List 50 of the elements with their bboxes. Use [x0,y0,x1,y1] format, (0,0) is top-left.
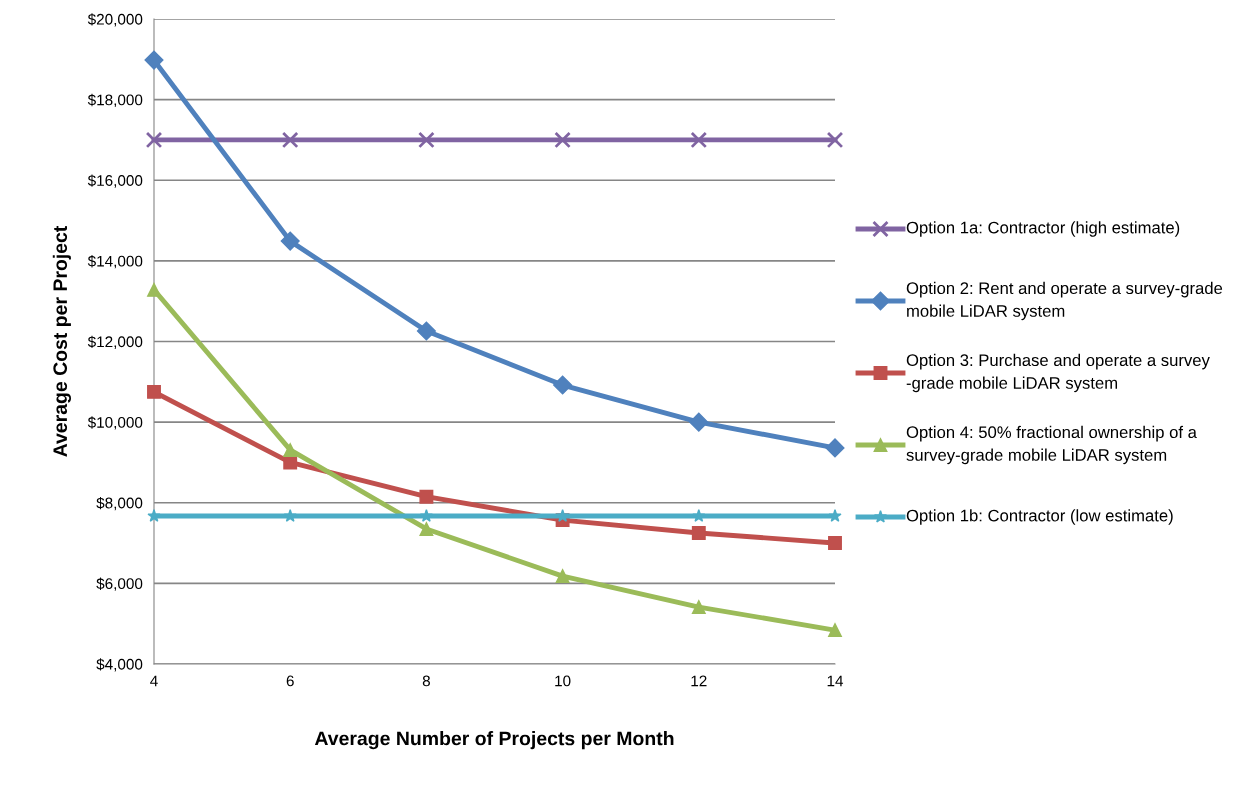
y-tick-label: $14,000 [87,255,143,269]
x-tick-label: 14 [827,675,844,687]
x-tick-label: 4 [150,675,158,687]
point [145,131,163,149]
x-tick-label: 10 [555,675,571,687]
point [691,526,706,540]
legend-label: Option 1b: Contractor (low estimate) [906,509,1173,525]
point [828,536,842,551]
point [281,131,299,149]
point [692,509,706,522]
point [147,384,161,399]
y-axis-title: Average Cost per Project [52,225,71,457]
x-axis-title: Average Number of Projects per Month [314,731,674,750]
y-tick-label: $16,000 [87,174,143,188]
legend-label: Option 2: Rent and operate a survey-grade mobile LiDAR system [906,281,1223,321]
y-tick-label: $8,000 [96,496,143,511]
y-tick-label: $18,000 [87,93,143,108]
point [691,600,706,615]
point [416,321,436,341]
x-tick-label: 8 [422,675,430,687]
point [553,375,573,395]
point [418,131,435,149]
legend-label: Option 1a: Contractor (high estimate) [906,221,1180,237]
point [280,231,300,251]
point [554,131,571,149]
point [419,489,434,504]
y-tick-label: $6,000 [96,577,143,591]
point [828,623,842,638]
legend-label: Option 3: Purchase and operate a survey -grade mobile LiDAR system [906,353,1210,393]
point [283,442,298,457]
legend-label: Option 4: 50% fractional ownership of a survey-grade mobile LiDAR system [906,425,1197,465]
point [825,438,845,458]
point [419,522,434,536]
point [144,50,164,70]
point [283,509,297,522]
point [147,282,161,297]
y-tick-label: $20,000 [87,13,143,27]
point [555,509,570,522]
point [828,509,842,522]
y-tick-label: $10,000 [87,416,143,430]
x-tick-label: 6 [286,675,294,687]
point [826,131,844,149]
point [419,509,434,522]
y-tick-label: $12,000 [87,335,143,349]
point [555,569,570,584]
point [689,412,709,432]
y-tick-label: $4,000 [96,658,143,672]
point [690,131,708,149]
point [147,509,161,522]
x-tick-label: 12 [691,675,707,687]
